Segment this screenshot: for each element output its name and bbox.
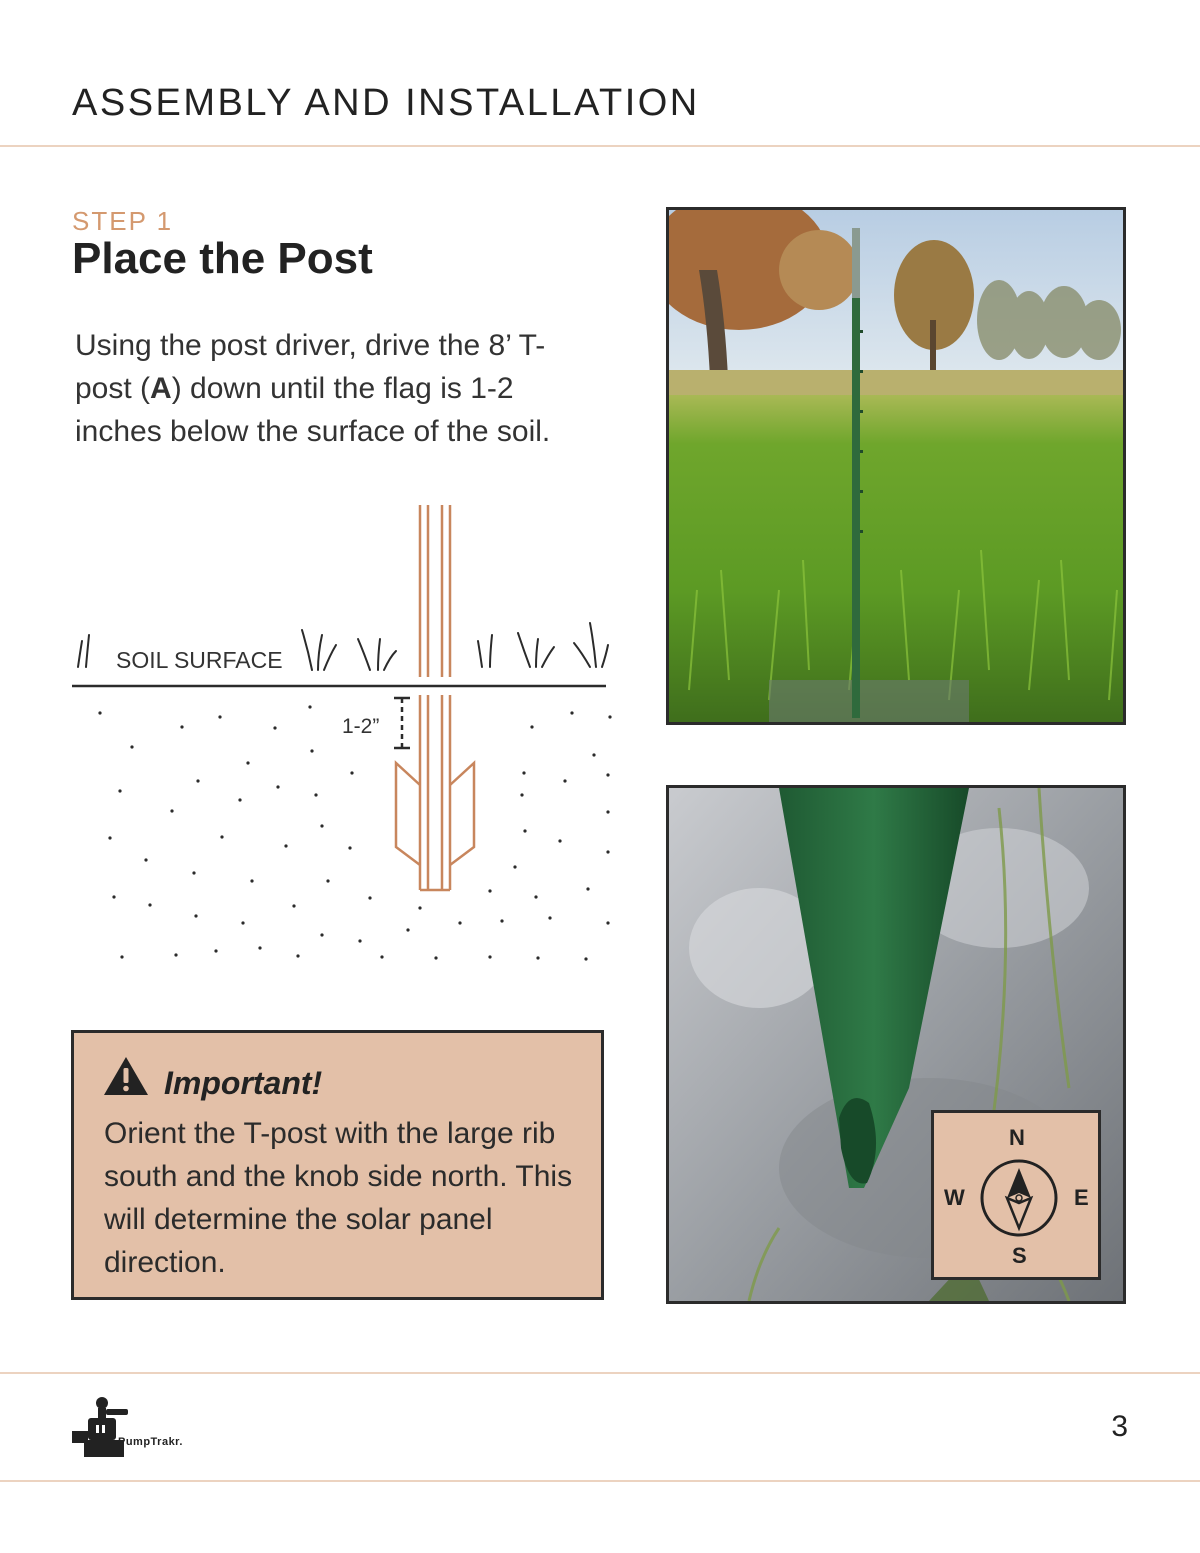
soil-dots — [98, 705, 612, 961]
header-divider — [0, 145, 1200, 147]
important-callout: Important! Orient the T-post with the la… — [71, 1030, 604, 1300]
step-title: Place the Post — [72, 234, 373, 283]
callout-text: Orient the T-post with the large rib sou… — [104, 1117, 573, 1279]
t-post-below — [394, 695, 476, 892]
flag-left — [394, 760, 421, 866]
compass-badge: N S E W — [931, 1110, 1101, 1280]
compass-west: W — [944, 1185, 965, 1210]
pumptrakr-logo-icon — [72, 1397, 128, 1457]
footer-bottom-divider — [0, 1480, 1200, 1482]
flag-right — [449, 760, 476, 866]
page-header-title: ASSEMBLY AND INSTALLATION — [72, 82, 700, 124]
brand-name: PumpTrakr. — [118, 1436, 183, 1448]
step-label: STEP 1 — [72, 206, 174, 236]
footer-top-divider — [0, 1372, 1200, 1374]
compass-north: N — [1009, 1125, 1025, 1150]
compass-east: E — [1074, 1185, 1089, 1210]
t-post-field-photo — [666, 207, 1126, 725]
t-post-above — [418, 505, 452, 677]
compass-icon — [980, 1159, 1058, 1237]
step-instructions: Using the post driver, drive the 8’ T-po… — [75, 324, 595, 453]
instructions-text-end: ) down until the flag is 1-2 inches belo… — [75, 372, 551, 448]
post-depth-diagram: SOIL SURFACE 1-2” — [72, 505, 612, 961]
warning-icon — [104, 1057, 148, 1095]
depth-indicator — [394, 696, 410, 750]
callout-heading: Important! — [164, 1065, 323, 1101]
grass-tufts — [77, 622, 609, 671]
t-post-water-closeup-photo: N S E W — [666, 785, 1126, 1304]
soil-surface-label: SOIL SURFACE — [116, 647, 283, 673]
depth-label: 1-2” — [342, 715, 379, 738]
field-photo-image — [669, 210, 1123, 722]
instructions-text-start: Using the post driver, drive the 8’ T-po… — [75, 329, 546, 405]
compass-south: S — [1012, 1243, 1027, 1268]
page-number: 3 — [1111, 1410, 1128, 1443]
part-reference: A — [150, 372, 172, 405]
